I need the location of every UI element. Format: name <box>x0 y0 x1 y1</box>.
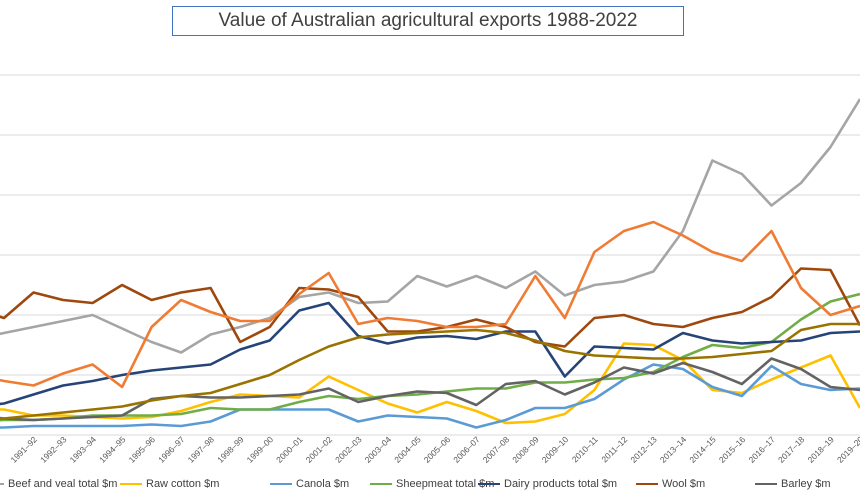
legend-item: Dairy products total $m <box>478 478 617 490</box>
series-line <box>0 322 860 421</box>
x-tick-label: 2018–19 <box>805 434 836 465</box>
x-tick-label: 1996–97 <box>156 434 187 465</box>
x-tick-label: 2012–13 <box>628 434 659 465</box>
legend: Beef and veal total $m Raw cotton $m Canol… <box>0 474 860 496</box>
x-tick-label: 1994–95 <box>97 434 128 465</box>
x-tick-label: 2005–06 <box>422 434 453 465</box>
x-tick-label: 1992–93 <box>38 434 69 465</box>
x-tick-label: 2011–12 <box>599 434 629 464</box>
legend-swatch <box>120 482 142 486</box>
legend-label: Wool $m <box>662 478 706 490</box>
series-line <box>0 301 860 406</box>
x-tick-label: 2002–03 <box>333 434 364 465</box>
legend-item: Raw cotton $m <box>120 478 219 490</box>
x-tick-label: 1998–99 <box>215 434 246 465</box>
x-tick-label: 2013–14 <box>658 434 689 465</box>
legend-item: Canola $m <box>270 478 349 490</box>
legend-item: Wool $m <box>636 478 705 490</box>
series-line <box>0 363 860 429</box>
x-tick-label: 2007–08 <box>481 434 512 465</box>
x-tick-label: 2000–01 <box>274 434 305 465</box>
x-tick-label: 2004–05 <box>392 434 423 465</box>
legend-swatch <box>370 482 392 486</box>
x-tick-label: 2001–02 <box>304 434 335 465</box>
legend-swatch <box>0 482 4 486</box>
x-tick-label: 1993–94 <box>68 434 99 465</box>
x-tick-label: 2003–04 <box>363 434 394 465</box>
legend-swatch <box>478 482 500 486</box>
x-tick-label: 2010–11 <box>570 434 600 464</box>
legend-swatch <box>755 482 777 486</box>
legend-label: Canola $m <box>296 478 350 490</box>
x-tick-label: 1991–92 <box>8 434 39 465</box>
x-tick-label: 2016–17 <box>746 434 777 465</box>
x-tick-label: 2014–15 <box>687 434 718 465</box>
legend-label: Raw cotton $m <box>146 478 220 490</box>
series-line <box>0 357 860 422</box>
x-tick-label: 2017–18 <box>776 434 807 465</box>
series-lines <box>0 98 860 429</box>
x-tick-label: 2015–16 <box>717 434 748 465</box>
legend-swatch <box>636 482 658 486</box>
x-tick-label: 2009–10 <box>540 434 571 465</box>
x-tick-label: 2008–09 <box>510 434 541 465</box>
legend-label: Sheepmeat total $m <box>396 478 495 490</box>
x-tick-label: 1995–96 <box>127 434 158 465</box>
series-line <box>0 267 860 348</box>
series-line <box>0 98 860 354</box>
legend-label: Beef and veal total $m <box>8 478 118 490</box>
x-tick-label: 1997–98 <box>186 434 217 465</box>
legend-swatch <box>270 482 292 486</box>
series-line <box>0 220 860 389</box>
legend-item: Barley $m <box>755 478 831 490</box>
chart-title: Value of Australian agricultural exports… <box>172 6 684 36</box>
legend-item: Sheepmeat total $m <box>370 478 494 490</box>
gridlines <box>0 74 860 436</box>
x-axis-tick-labels: 1991–92 1992–93 1993–94 1994–95 1995–96 1996–… <box>8 434 860 465</box>
x-tick-label: 2019–20 <box>835 434 860 465</box>
x-tick-label: 1999–00 <box>245 434 276 465</box>
legend-label: Barley $m <box>781 478 831 490</box>
legend-item: Beef and veal total $m <box>0 478 117 490</box>
legend-label: Dairy products total $m <box>504 478 618 490</box>
x-tick-label: 2006–07 <box>451 434 482 465</box>
